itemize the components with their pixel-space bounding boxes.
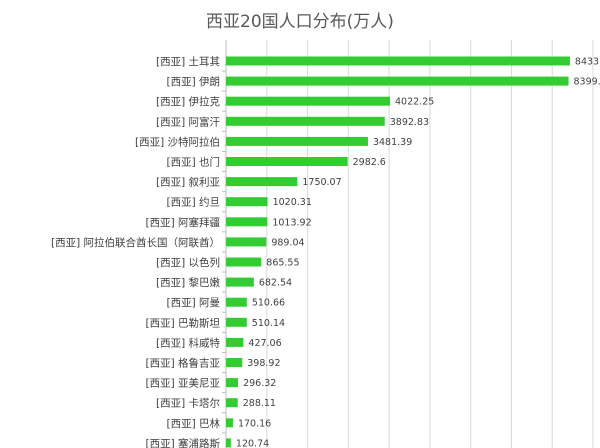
bar: [226, 257, 262, 267]
bar: [226, 438, 231, 448]
value-label: 3481.39: [373, 137, 412, 148]
category-label: [西亚] 卡塔尔: [156, 397, 220, 410]
category-label: [西亚] 也门: [166, 156, 220, 169]
value-label: 170.16: [238, 418, 271, 429]
category-label: [西亚] 伊拉克: [156, 95, 221, 108]
bar: [226, 217, 268, 227]
bar: [226, 398, 238, 408]
value-label: 8399.3: [574, 77, 600, 88]
value-label: 3892.83: [390, 117, 429, 128]
bar: [226, 76, 569, 86]
value-label: 4022.25: [395, 97, 434, 108]
value-label: 1013.92: [272, 217, 311, 228]
gridlines: [266, 40, 594, 448]
value-label: 1020.31: [273, 197, 312, 208]
value-label: 120.74: [236, 438, 269, 448]
bar: [226, 237, 267, 247]
category-label: [西亚] 约旦: [166, 196, 220, 209]
bar: [226, 277, 254, 287]
bar: [226, 337, 244, 347]
category-label: [西亚] 亚美尼亚: [145, 377, 220, 390]
category-label: [西亚] 土耳其: [156, 55, 220, 68]
category-label: [西亚] 阿富汗: [156, 115, 221, 128]
bar: [226, 116, 385, 126]
value-label: 682.54: [259, 278, 292, 289]
bar: [226, 56, 570, 66]
category-label: [西亚] 科威特: [156, 336, 221, 349]
bar: [226, 96, 391, 106]
bar: [226, 317, 247, 327]
value-label: 296.32: [243, 378, 276, 389]
category-label: [西亚] 阿塞拜疆: [145, 216, 220, 229]
value-label: 510.14: [252, 318, 285, 329]
category-label: [西亚] 巴勒斯坦: [145, 316, 220, 329]
bar: [226, 297, 247, 307]
bar: [226, 418, 233, 428]
category-label: [西亚] 塞浦路斯: [145, 437, 220, 448]
value-label: 989.04: [271, 237, 304, 248]
value-label: 510.66: [252, 298, 285, 309]
category-label: [西亚] 黎巴嫩: [156, 276, 221, 289]
value-label: 288.11: [243, 398, 276, 409]
bar: [226, 157, 348, 166]
category-label: [西亚] 巴林: [166, 417, 220, 430]
category-label: [西亚] 格鲁吉亚: [145, 357, 220, 370]
category-label: [西亚] 阿曼: [166, 297, 220, 309]
bar: [226, 197, 268, 207]
value-label: 2982.6: [353, 157, 386, 168]
bar: [226, 136, 368, 146]
category-label: [西亚] 伊朗: [166, 76, 220, 88]
value-label: 398.92: [247, 358, 280, 369]
value-label: 865.55: [266, 258, 299, 269]
category-label: [西亚] 阿拉伯联合酋长国（阿联酋）: [51, 236, 220, 249]
value-label: 427.06: [248, 338, 281, 349]
bar: [226, 358, 243, 367]
category-label: [西亚] 沙特阿拉伯: [135, 135, 220, 148]
category-label: [西亚] 以色列: [156, 256, 220, 269]
chart-title: 西亚20国人口分布(万人): [206, 12, 394, 32]
value-label: 1750.07: [302, 177, 341, 188]
category-label: [西亚] 叙利亚: [156, 176, 221, 189]
bar: [226, 177, 298, 187]
value-label: 8433.91: [575, 57, 600, 68]
bar: [226, 378, 239, 388]
